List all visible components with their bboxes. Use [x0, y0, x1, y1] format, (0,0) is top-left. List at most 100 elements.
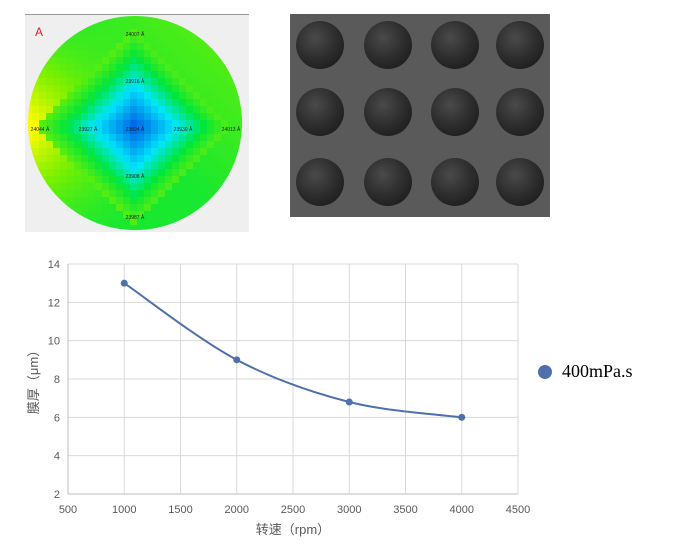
heatmap-cell: [242, 29, 249, 36]
heatmap-cell: [207, 218, 214, 225]
heatmap-cell: [116, 29, 123, 36]
heatmap-cell: [88, 85, 95, 92]
heatmap-cell: [214, 141, 221, 148]
heatmap-cell: [88, 50, 95, 57]
heatmap-cell: [193, 43, 200, 50]
data-point: [120, 279, 128, 287]
heatmap-cell: [207, 141, 214, 148]
heatmap-cell: [130, 225, 137, 230]
heatmap-cell: [60, 148, 67, 155]
heatmap-cell: [123, 162, 130, 169]
heatmap-cell: [137, 134, 144, 141]
heatmap-cell: [32, 183, 39, 190]
heatmap-cell: [123, 36, 130, 43]
heatmap-cell: [221, 211, 228, 218]
heatmap-cell: [130, 29, 137, 36]
heatmap-cell: [186, 71, 193, 78]
heatmap-cell: [137, 225, 144, 230]
heatmap-cell: [165, 99, 172, 106]
wafer-point-label: 24007 Å: [125, 32, 145, 38]
heatmap-cell: [88, 106, 95, 113]
heatmap-cell: [95, 92, 102, 99]
heatmap-cell: [214, 155, 221, 162]
heatmap-cell: [228, 211, 235, 218]
heatmap-cell: [207, 197, 214, 204]
wafer-point-label: 23987 Å: [125, 215, 145, 221]
heatmap-cell: [221, 225, 228, 230]
heatmap-cell: [81, 183, 88, 190]
heatmap-cell: [144, 218, 151, 225]
heatmap-cell: [228, 176, 235, 183]
heatmap-cell: [81, 204, 88, 211]
heatmap-cell: [102, 225, 109, 230]
heatmap-cell: [116, 106, 123, 113]
heatmap-cell: [81, 43, 88, 50]
heatmap-cell: [228, 92, 235, 99]
heatmap-cell: [39, 43, 46, 50]
heatmap-cell: [74, 71, 81, 78]
heatmap-cell: [28, 162, 32, 169]
heatmap-cell: [186, 148, 193, 155]
heatmap-cell: [60, 197, 67, 204]
heatmap-cell: [102, 113, 109, 120]
heatmap-cell: [144, 162, 151, 169]
heatmap-cell: [144, 204, 151, 211]
heatmap-cell: [95, 127, 102, 134]
heatmap-cell: [109, 225, 116, 230]
heatmap-cell: [39, 169, 46, 176]
heatmap-cell: [200, 78, 207, 85]
heatmap-cell: [81, 64, 88, 71]
heatmap-cell: [116, 16, 123, 22]
heatmap-cell: [130, 176, 137, 183]
heatmap-cell: [242, 162, 249, 169]
heatmap-cell: [46, 211, 53, 218]
heatmap-cell: [95, 78, 102, 85]
heatmap-cell: [151, 78, 158, 85]
heatmap-cell: [109, 78, 116, 85]
x-tick-label: 4000: [450, 504, 474, 516]
heatmap-cell: [32, 141, 39, 148]
heatmap-cell: [74, 211, 81, 218]
heatmap-cell: [39, 78, 46, 85]
heatmap-cell: [144, 36, 151, 43]
heatmap-cell: [67, 64, 74, 71]
heatmap-cell: [39, 99, 46, 106]
heatmap-cell: [74, 92, 81, 99]
series-line: [123, 282, 462, 419]
heatmap-cell: [60, 169, 67, 176]
heatmap-cell: [137, 71, 144, 78]
heatmap-cell: [158, 29, 165, 36]
heatmap-cell: [88, 211, 95, 218]
heatmap-cell: [116, 113, 123, 120]
heatmap-cell: [235, 64, 242, 71]
x-tick-label: 4500: [506, 504, 530, 516]
heatmap-cell: [60, 71, 67, 78]
heatmap-cell: [151, 218, 158, 225]
wafer-point-label: 24013 Å: [221, 127, 241, 133]
heatmap-cell: [151, 190, 158, 197]
heatmap-cell: [151, 92, 158, 99]
heatmap-cell: [228, 183, 235, 190]
heatmap-cell: [144, 71, 151, 78]
heatmap-cell: [88, 197, 95, 204]
heatmap-cell: [179, 36, 186, 43]
heatmap-cell: [186, 43, 193, 50]
heatmap-cell: [228, 85, 235, 92]
heatmap-cell: [109, 16, 116, 22]
heatmap-cell: [32, 176, 39, 183]
heatmap-cell: [144, 50, 151, 57]
heatmap-cell: [32, 127, 39, 134]
heatmap-cell: [116, 22, 123, 29]
heatmap-cell: [165, 29, 172, 36]
heatmap-cell: [200, 134, 207, 141]
heatmap-cell: [95, 225, 102, 230]
heatmap-cell: [137, 211, 144, 218]
heatmap-cell: [95, 141, 102, 148]
heatmap-cell: [53, 197, 60, 204]
heatmap-cell: [179, 141, 186, 148]
heatmap-cell: [116, 43, 123, 50]
heatmap-cell: [221, 57, 228, 64]
heatmap-cell: [130, 211, 137, 218]
heatmap-cell: [242, 134, 249, 141]
heatmap-cell: [123, 50, 130, 57]
